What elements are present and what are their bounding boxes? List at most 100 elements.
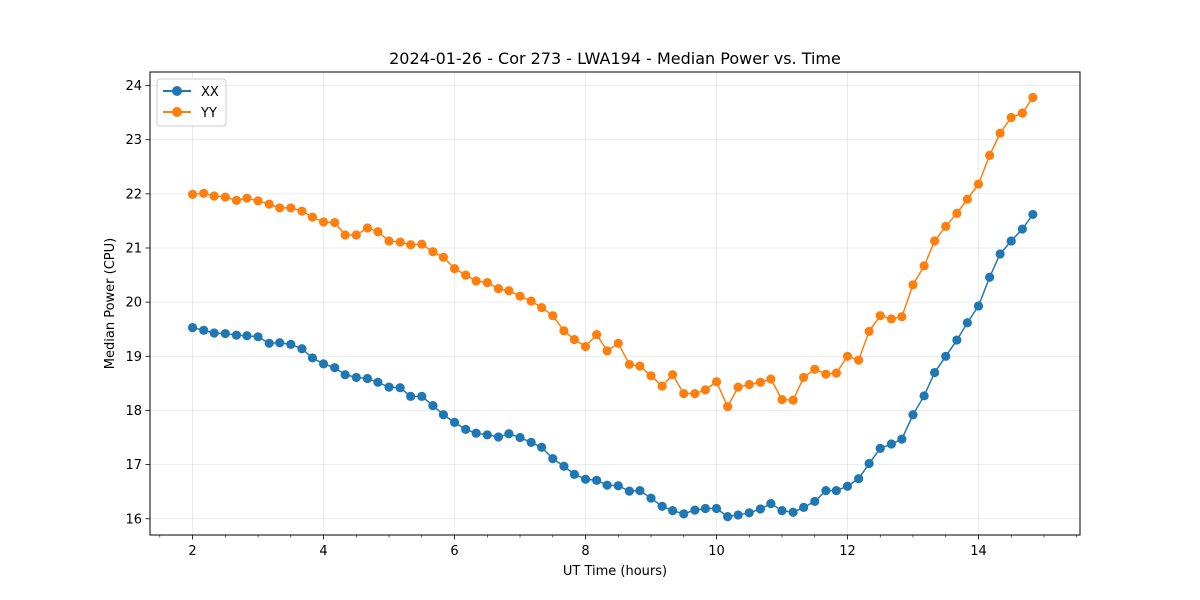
data-point-yy	[941, 221, 951, 231]
data-point-yy	[231, 195, 242, 205]
data-point-xx	[286, 339, 296, 349]
data-point-yy	[985, 150, 995, 160]
data-point-yy	[264, 199, 274, 209]
data-point-yy	[580, 341, 591, 352]
data-point-yy	[438, 252, 449, 262]
y-tick-label: 18	[125, 404, 142, 419]
data-point-xx	[897, 434, 907, 444]
data-point-xx	[307, 353, 318, 363]
data-point-yy	[242, 193, 252, 203]
data-point-yy	[449, 263, 460, 274]
data-point-xx	[1017, 224, 1027, 234]
data-point-yy	[733, 382, 743, 392]
data-point-yy	[592, 330, 602, 340]
data-point-yy	[690, 389, 700, 399]
data-point-xx	[1006, 236, 1016, 246]
data-point-xx	[515, 432, 525, 443]
data-point-xx	[242, 331, 252, 341]
data-point-yy	[187, 189, 198, 199]
data-point-yy	[952, 208, 962, 218]
data-point-yy	[854, 355, 864, 365]
data-point-yy	[679, 389, 689, 399]
data-point-yy	[220, 192, 230, 202]
series-xx	[187, 209, 1038, 522]
data-point-xx	[253, 332, 263, 342]
data-point-yy	[297, 206, 307, 216]
data-point-yy	[209, 191, 219, 201]
y-tick-label: 24	[125, 79, 142, 94]
data-point-xx	[569, 469, 579, 479]
x-axis-label: UT Time (hours)	[563, 564, 667, 579]
data-point-yy	[275, 203, 285, 213]
data-point-yy	[504, 286, 514, 296]
data-point-yy	[864, 326, 874, 336]
data-point-yy	[777, 395, 787, 405]
data-point-xx	[493, 432, 504, 442]
data-point-yy	[559, 326, 569, 336]
data-point-yy	[286, 203, 296, 213]
data-point-xx	[711, 503, 722, 514]
data-point-xx	[613, 481, 623, 491]
data-point-yy	[307, 212, 318, 222]
data-point-xx	[799, 502, 809, 512]
data-point-yy	[799, 372, 809, 383]
y-tick-label: 22	[125, 187, 142, 202]
data-point-xx	[842, 481, 853, 491]
data-point-yy	[886, 314, 896, 324]
data-point-xx	[679, 509, 689, 519]
data-point-yy	[1017, 108, 1027, 118]
data-point-xx	[264, 338, 274, 348]
data-point-xx	[275, 338, 285, 348]
data-point-xx	[449, 417, 460, 427]
data-point-xx	[373, 377, 383, 387]
data-point-xx	[602, 480, 612, 490]
data-point-yy	[373, 227, 383, 237]
data-point-yy	[1028, 92, 1038, 103]
data-point-xx	[973, 301, 984, 311]
data-point-yy	[668, 370, 678, 380]
data-point-yy	[744, 379, 754, 390]
data-point-xx	[952, 335, 962, 345]
data-point-xx	[646, 493, 656, 503]
data-point-xx	[330, 363, 340, 373]
data-point-yy	[875, 311, 885, 321]
y-tick-label: 20	[125, 296, 142, 311]
data-point-yy	[613, 338, 623, 348]
data-point-xx	[744, 508, 754, 518]
x-tick-label: 10	[708, 544, 725, 559]
data-point-yy	[821, 369, 831, 379]
data-point-xx	[351, 372, 361, 383]
data-point-xx	[995, 249, 1005, 259]
data-point-yy	[471, 276, 481, 286]
data-point-yy	[1006, 112, 1016, 123]
data-point-xx	[318, 359, 329, 369]
data-point-xx	[231, 330, 242, 340]
data-point-xx	[962, 318, 972, 328]
data-point-xx	[766, 498, 776, 509]
data-point-xx	[810, 496, 820, 507]
data-point-xx	[537, 442, 547, 452]
data-point-xx	[919, 391, 929, 401]
data-point-xx	[886, 439, 896, 449]
data-point-yy	[602, 346, 612, 356]
data-point-xx	[406, 391, 416, 401]
data-point-yy	[537, 302, 547, 313]
data-point-xx	[864, 458, 874, 469]
data-point-yy	[384, 236, 394, 246]
data-point-yy	[330, 217, 340, 228]
data-point-xx	[788, 507, 798, 517]
data-point-xx	[733, 510, 743, 520]
data-point-yy	[253, 196, 263, 206]
data-point-yy	[788, 395, 798, 405]
data-point-xx	[504, 429, 514, 439]
data-point-xx	[428, 400, 438, 411]
data-point-yy	[199, 188, 209, 198]
data-point-xx	[831, 486, 841, 496]
data-point-yy	[897, 312, 907, 322]
data-point-xx	[199, 325, 209, 335]
data-point-xx	[297, 344, 307, 354]
data-point-yy	[995, 128, 1005, 138]
data-point-xx	[668, 506, 678, 516]
data-point-yy	[351, 230, 361, 240]
data-point-xx	[624, 486, 635, 496]
